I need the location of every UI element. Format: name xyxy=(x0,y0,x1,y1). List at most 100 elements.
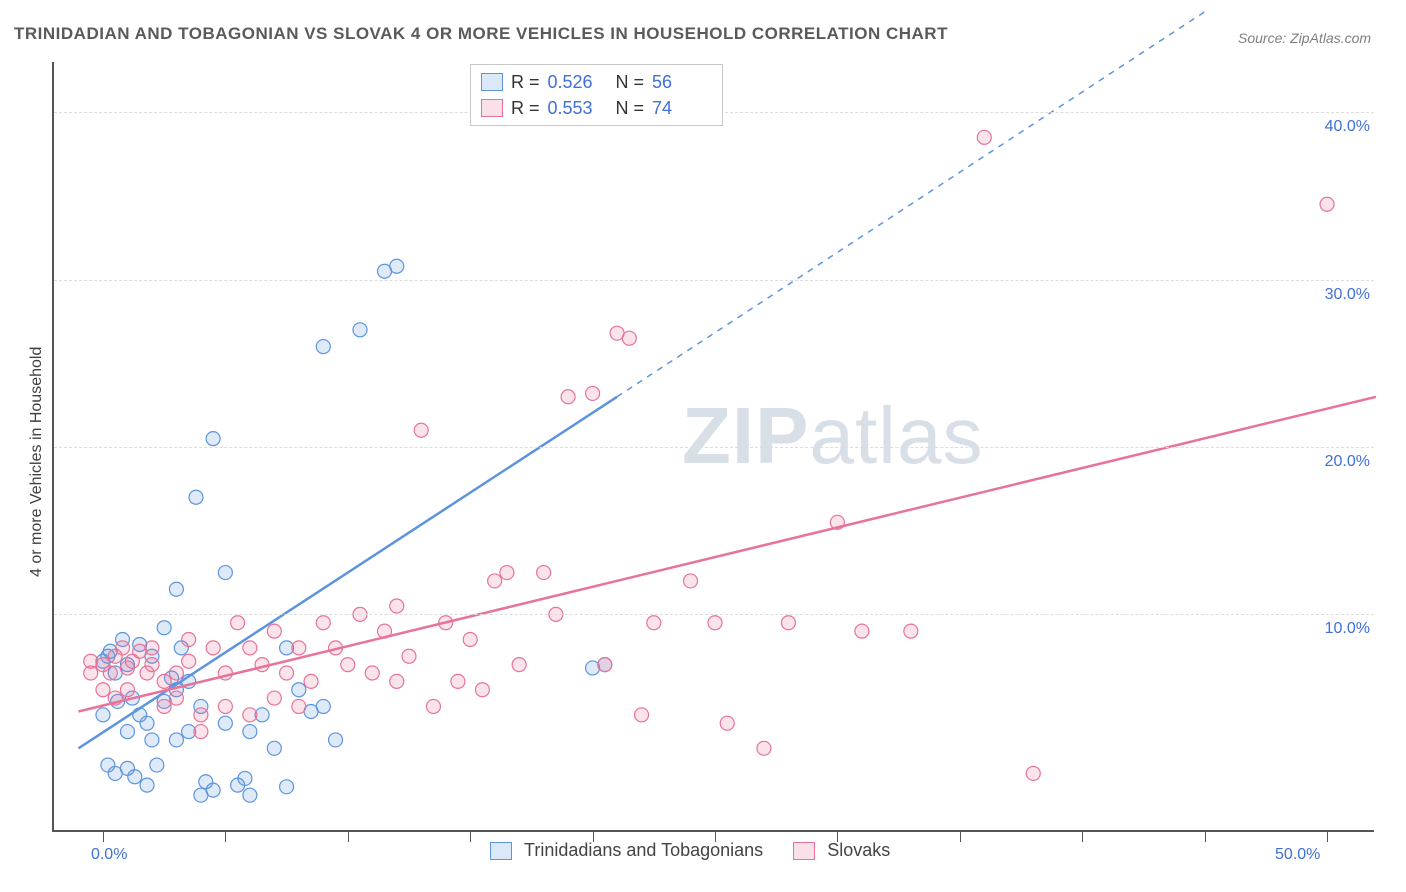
data-point xyxy=(116,641,130,655)
x-tick-label: 50.0% xyxy=(1275,846,1320,864)
source-label: Source: ZipAtlas.com xyxy=(1238,30,1371,46)
data-point xyxy=(855,624,869,638)
legend-swatch xyxy=(490,842,512,860)
data-point xyxy=(390,259,404,273)
y-tick-label: 30.0% xyxy=(1314,286,1370,304)
data-point xyxy=(243,708,257,722)
data-point xyxy=(267,741,281,755)
data-point xyxy=(329,733,343,747)
legend-r-value: 0.553 xyxy=(548,98,608,119)
data-point xyxy=(353,323,367,337)
y-tick-label: 40.0% xyxy=(1314,118,1370,136)
data-point xyxy=(647,616,661,630)
data-point xyxy=(720,716,734,730)
data-point xyxy=(255,658,269,672)
data-point xyxy=(439,616,453,630)
data-point xyxy=(316,616,330,630)
data-point xyxy=(218,699,232,713)
data-point xyxy=(512,658,526,672)
data-point xyxy=(206,783,220,797)
data-point xyxy=(378,624,392,638)
data-point xyxy=(218,566,232,580)
data-point xyxy=(292,683,306,697)
data-point xyxy=(243,641,257,655)
data-point xyxy=(169,666,183,680)
x-tick-mark xyxy=(348,832,349,842)
legend-swatch xyxy=(481,73,503,91)
data-point xyxy=(414,423,428,437)
data-point xyxy=(488,574,502,588)
legend-n-value: 56 xyxy=(652,72,712,93)
data-point xyxy=(316,699,330,713)
data-point xyxy=(96,708,110,722)
data-point xyxy=(561,390,575,404)
legend-r-label: R = xyxy=(511,72,540,93)
data-point xyxy=(904,624,918,638)
data-point xyxy=(365,666,379,680)
data-point xyxy=(103,666,117,680)
x-tick-mark xyxy=(225,832,226,842)
x-tick-mark xyxy=(1082,832,1083,842)
data-point xyxy=(292,641,306,655)
x-tick-mark xyxy=(960,832,961,842)
chart-container: TRINIDADIAN AND TOBAGONIAN VS SLOVAK 4 O… xyxy=(0,0,1406,892)
data-point xyxy=(182,654,196,668)
data-point xyxy=(329,641,343,655)
data-point xyxy=(635,708,649,722)
x-tick-mark xyxy=(1327,832,1328,842)
data-point xyxy=(218,666,232,680)
legend-series: Trinidadians and TobagoniansSlovaks xyxy=(490,840,908,861)
data-point xyxy=(169,691,183,705)
data-point xyxy=(157,621,171,635)
regression-line xyxy=(78,397,1376,712)
data-point xyxy=(243,725,257,739)
data-point xyxy=(1320,197,1334,211)
data-point xyxy=(194,708,208,722)
data-point xyxy=(451,674,465,688)
data-point xyxy=(598,658,612,672)
data-point xyxy=(145,658,159,672)
legend-swatch xyxy=(481,99,503,117)
legend-n-value: 74 xyxy=(652,98,712,119)
legend-r-value: 0.526 xyxy=(548,72,608,93)
data-point xyxy=(830,515,844,529)
data-point xyxy=(120,683,134,697)
data-point xyxy=(1026,766,1040,780)
y-tick-label: 20.0% xyxy=(1314,453,1370,471)
data-point xyxy=(316,340,330,354)
data-point xyxy=(684,574,698,588)
data-point xyxy=(140,778,154,792)
data-point xyxy=(280,666,294,680)
data-point xyxy=(243,788,257,802)
data-point xyxy=(537,566,551,580)
y-axis-label: 4 or more Vehicles in Household xyxy=(28,347,46,577)
legend-series-label: Slovaks xyxy=(827,840,890,861)
x-tick-mark xyxy=(470,832,471,842)
y-tick-label: 10.0% xyxy=(1314,620,1370,638)
data-point xyxy=(475,683,489,697)
data-point xyxy=(781,616,795,630)
legend-stats-row: R = 0.553 N = 74 xyxy=(481,95,712,121)
data-point xyxy=(500,566,514,580)
data-point xyxy=(390,674,404,688)
legend-r-label: R = xyxy=(511,98,540,119)
legend-swatch xyxy=(793,842,815,860)
legend-stats: R = 0.526 N = 56R = 0.553 N = 74 xyxy=(470,64,723,126)
data-point xyxy=(218,716,232,730)
data-point xyxy=(96,683,110,697)
data-point xyxy=(169,733,183,747)
gridline xyxy=(54,447,1374,448)
data-point xyxy=(267,624,281,638)
chart-title: TRINIDADIAN AND TOBAGONIAN VS SLOVAK 4 O… xyxy=(14,24,948,44)
gridline xyxy=(54,614,1374,615)
data-point xyxy=(150,758,164,772)
data-point xyxy=(108,691,122,705)
x-tick-mark xyxy=(1205,832,1206,842)
data-point xyxy=(120,725,134,739)
data-point xyxy=(977,130,991,144)
data-point xyxy=(757,741,771,755)
data-point xyxy=(157,674,171,688)
data-point xyxy=(128,770,142,784)
legend-n-label: N = xyxy=(616,98,645,119)
data-point xyxy=(194,725,208,739)
